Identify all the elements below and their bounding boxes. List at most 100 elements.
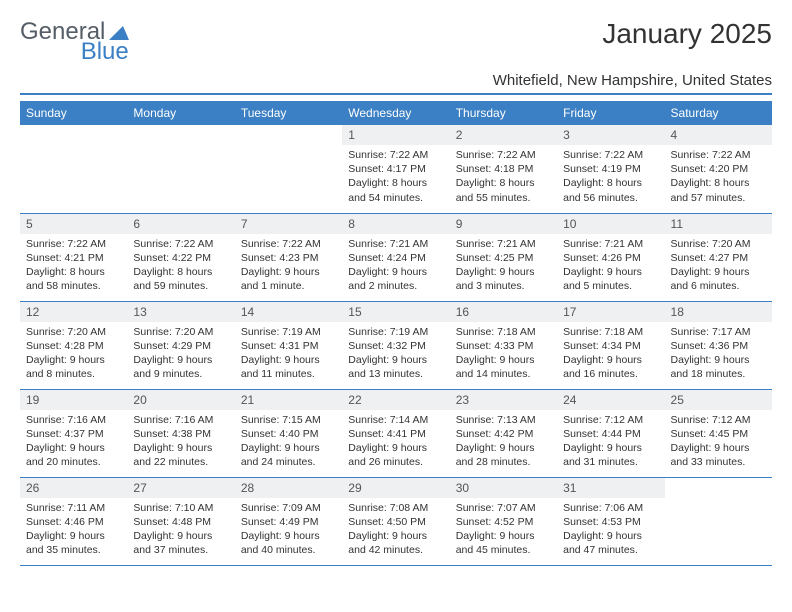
logo-text-blue: Blue xyxy=(81,38,129,66)
day-number: 28 xyxy=(235,478,342,498)
calendar-cell: 16Sunrise: 7:18 AMSunset: 4:33 PMDayligh… xyxy=(450,301,557,389)
day-info: Sunrise: 7:09 AMSunset: 4:49 PMDaylight:… xyxy=(235,498,342,562)
calendar-cell: 17Sunrise: 7:18 AMSunset: 4:34 PMDayligh… xyxy=(557,301,664,389)
day-info: Sunrise: 7:10 AMSunset: 4:48 PMDaylight:… xyxy=(127,498,234,562)
day-number: 29 xyxy=(342,478,449,498)
day-number: 21 xyxy=(235,390,342,410)
day-info: Sunrise: 7:16 AMSunset: 4:38 PMDaylight:… xyxy=(127,410,234,474)
day-number: 18 xyxy=(665,302,772,322)
weekday-header: Wednesday xyxy=(342,101,449,125)
day-info: Sunrise: 7:15 AMSunset: 4:40 PMDaylight:… xyxy=(235,410,342,474)
calendar-row: 5Sunrise: 7:22 AMSunset: 4:21 PMDaylight… xyxy=(20,213,772,301)
calendar-cell: 15Sunrise: 7:19 AMSunset: 4:32 PMDayligh… xyxy=(342,301,449,389)
calendar-row: 26Sunrise: 7:11 AMSunset: 4:46 PMDayligh… xyxy=(20,477,772,565)
calendar-cell: 8Sunrise: 7:21 AMSunset: 4:24 PMDaylight… xyxy=(342,213,449,301)
calendar-cell: 10Sunrise: 7:21 AMSunset: 4:26 PMDayligh… xyxy=(557,213,664,301)
calendar-cell: 28Sunrise: 7:09 AMSunset: 4:49 PMDayligh… xyxy=(235,477,342,565)
day-number: 19 xyxy=(20,390,127,410)
day-number: 26 xyxy=(20,478,127,498)
calendar-cell: 22Sunrise: 7:14 AMSunset: 4:41 PMDayligh… xyxy=(342,389,449,477)
day-number: 9 xyxy=(450,214,557,234)
day-number: 24 xyxy=(557,390,664,410)
weekday-header: Thursday xyxy=(450,101,557,125)
day-number: 5 xyxy=(20,214,127,234)
day-info: Sunrise: 7:21 AMSunset: 4:25 PMDaylight:… xyxy=(450,234,557,298)
day-number: 20 xyxy=(127,390,234,410)
calendar-cell: 7Sunrise: 7:22 AMSunset: 4:23 PMDaylight… xyxy=(235,213,342,301)
calendar-cell: 5Sunrise: 7:22 AMSunset: 4:21 PMDaylight… xyxy=(20,213,127,301)
weekday-header: Sunday xyxy=(20,101,127,125)
day-info: Sunrise: 7:14 AMSunset: 4:41 PMDaylight:… xyxy=(342,410,449,474)
calendar-cell: 25Sunrise: 7:12 AMSunset: 4:45 PMDayligh… xyxy=(665,389,772,477)
day-info: Sunrise: 7:22 AMSunset: 4:18 PMDaylight:… xyxy=(450,145,557,209)
calendar-row: 12Sunrise: 7:20 AMSunset: 4:28 PMDayligh… xyxy=(20,301,772,389)
weekday-header: Friday xyxy=(557,101,664,125)
day-number: 8 xyxy=(342,214,449,234)
day-number: 22 xyxy=(342,390,449,410)
calendar-cell: 30Sunrise: 7:07 AMSunset: 4:52 PMDayligh… xyxy=(450,477,557,565)
calendar-cell: 27Sunrise: 7:10 AMSunset: 4:48 PMDayligh… xyxy=(127,477,234,565)
day-number: 30 xyxy=(450,478,557,498)
calendar-cell: 24Sunrise: 7:12 AMSunset: 4:44 PMDayligh… xyxy=(557,389,664,477)
calendar-cell: 6Sunrise: 7:22 AMSunset: 4:22 PMDaylight… xyxy=(127,213,234,301)
calendar-row: ......1Sunrise: 7:22 AMSunset: 4:17 PMDa… xyxy=(20,125,772,213)
calendar-cell: 13Sunrise: 7:20 AMSunset: 4:29 PMDayligh… xyxy=(127,301,234,389)
calendar-cell: .. xyxy=(127,125,234,213)
day-info: Sunrise: 7:19 AMSunset: 4:32 PMDaylight:… xyxy=(342,322,449,386)
calendar-cell: 11Sunrise: 7:20 AMSunset: 4:27 PMDayligh… xyxy=(665,213,772,301)
calendar-cell: 20Sunrise: 7:16 AMSunset: 4:38 PMDayligh… xyxy=(127,389,234,477)
day-number: 25 xyxy=(665,390,772,410)
day-number: 15 xyxy=(342,302,449,322)
month-title: January 2025 xyxy=(602,18,772,50)
calendar-cell: 26Sunrise: 7:11 AMSunset: 4:46 PMDayligh… xyxy=(20,477,127,565)
day-number: 7 xyxy=(235,214,342,234)
day-info: Sunrise: 7:22 AMSunset: 4:20 PMDaylight:… xyxy=(665,145,772,209)
day-info: Sunrise: 7:20 AMSunset: 4:27 PMDaylight:… xyxy=(665,234,772,298)
day-info: Sunrise: 7:08 AMSunset: 4:50 PMDaylight:… xyxy=(342,498,449,562)
calendar-body: ......1Sunrise: 7:22 AMSunset: 4:17 PMDa… xyxy=(20,125,772,565)
day-number: 16 xyxy=(450,302,557,322)
day-info: Sunrise: 7:17 AMSunset: 4:36 PMDaylight:… xyxy=(665,322,772,386)
day-info: Sunrise: 7:12 AMSunset: 4:45 PMDaylight:… xyxy=(665,410,772,474)
day-number: 17 xyxy=(557,302,664,322)
day-number: 12 xyxy=(20,302,127,322)
calendar-cell: 23Sunrise: 7:13 AMSunset: 4:42 PMDayligh… xyxy=(450,389,557,477)
calendar-cell: 1Sunrise: 7:22 AMSunset: 4:17 PMDaylight… xyxy=(342,125,449,213)
day-info: Sunrise: 7:13 AMSunset: 4:42 PMDaylight:… xyxy=(450,410,557,474)
day-number: 14 xyxy=(235,302,342,322)
day-info: Sunrise: 7:16 AMSunset: 4:37 PMDaylight:… xyxy=(20,410,127,474)
title-block: January 2025 xyxy=(602,18,772,54)
day-info: Sunrise: 7:20 AMSunset: 4:28 PMDaylight:… xyxy=(20,322,127,386)
location-wrap: Whitefield, New Hampshire, United States xyxy=(20,72,772,95)
day-number: 2 xyxy=(450,125,557,145)
calendar-table: SundayMondayTuesdayWednesdayThursdayFrid… xyxy=(20,101,772,566)
location-text: Whitefield, New Hampshire, United States xyxy=(20,72,772,95)
page: General January 2025 GeneBlue Whitefield… xyxy=(0,0,792,584)
day-info: Sunrise: 7:20 AMSunset: 4:29 PMDaylight:… xyxy=(127,322,234,386)
weekday-header: Tuesday xyxy=(235,101,342,125)
calendar-cell: 2Sunrise: 7:22 AMSunset: 4:18 PMDaylight… xyxy=(450,125,557,213)
day-info: Sunrise: 7:22 AMSunset: 4:19 PMDaylight:… xyxy=(557,145,664,209)
day-info: Sunrise: 7:22 AMSunset: 4:23 PMDaylight:… xyxy=(235,234,342,298)
calendar-cell: 18Sunrise: 7:17 AMSunset: 4:36 PMDayligh… xyxy=(665,301,772,389)
day-info: Sunrise: 7:18 AMSunset: 4:34 PMDaylight:… xyxy=(557,322,664,386)
day-number: 31 xyxy=(557,478,664,498)
day-number: 11 xyxy=(665,214,772,234)
day-number: 6 xyxy=(127,214,234,234)
day-info: Sunrise: 7:07 AMSunset: 4:52 PMDaylight:… xyxy=(450,498,557,562)
calendar-cell: 21Sunrise: 7:15 AMSunset: 4:40 PMDayligh… xyxy=(235,389,342,477)
day-number: 3 xyxy=(557,125,664,145)
calendar-row: 19Sunrise: 7:16 AMSunset: 4:37 PMDayligh… xyxy=(20,389,772,477)
calendar-cell: 9Sunrise: 7:21 AMSunset: 4:25 PMDaylight… xyxy=(450,213,557,301)
day-info: Sunrise: 7:12 AMSunset: 4:44 PMDaylight:… xyxy=(557,410,664,474)
day-info: Sunrise: 7:22 AMSunset: 4:21 PMDaylight:… xyxy=(20,234,127,298)
calendar-cell: .. xyxy=(235,125,342,213)
calendar-cell: 31Sunrise: 7:06 AMSunset: 4:53 PMDayligh… xyxy=(557,477,664,565)
day-number: 23 xyxy=(450,390,557,410)
calendar-cell: 29Sunrise: 7:08 AMSunset: 4:50 PMDayligh… xyxy=(342,477,449,565)
day-number: 27 xyxy=(127,478,234,498)
day-number: 4 xyxy=(665,125,772,145)
calendar-cell: 4Sunrise: 7:22 AMSunset: 4:20 PMDaylight… xyxy=(665,125,772,213)
day-number: 10 xyxy=(557,214,664,234)
calendar-cell: 3Sunrise: 7:22 AMSunset: 4:19 PMDaylight… xyxy=(557,125,664,213)
